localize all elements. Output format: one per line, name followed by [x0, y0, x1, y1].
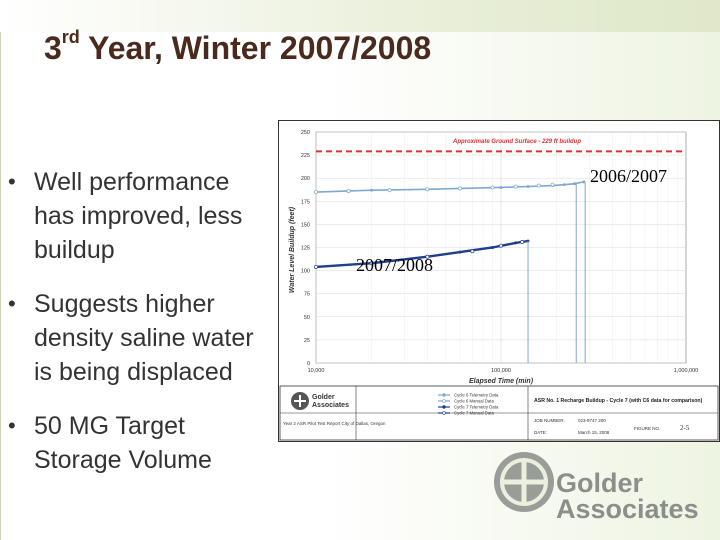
bullet-text: Well performance has improved, less buil…	[34, 168, 243, 264]
data-point	[520, 240, 525, 244]
legend-marker	[442, 393, 446, 397]
y-axis-label: Water Level Buildup (feet)	[289, 206, 296, 293]
chart-figure: 0 25 50 75 100 125 150 175 200 225 250 10,000 100,0…	[278, 120, 720, 442]
golder-logo-icon	[494, 452, 554, 512]
date-value: March 15, 2008	[578, 430, 610, 435]
data-point	[582, 180, 586, 184]
y-tick-label: 125	[301, 246, 310, 252]
data-point	[491, 246, 494, 249]
legend-entry: Cycle 6 Telemetry Data	[454, 393, 499, 398]
legend-marker	[442, 399, 446, 403]
y-tick-label: 0	[307, 361, 310, 367]
legend-entry: Cycle 7 Telemetry Data	[454, 405, 499, 410]
figure-number-value: 2-5	[680, 424, 690, 432]
series-label-2006-2007: 2006/2007	[590, 166, 667, 186]
title-block-logo-text: Golder	[312, 394, 335, 401]
data-point	[458, 250, 462, 254]
data-point	[562, 183, 566, 187]
y-tick-label: 200	[301, 176, 310, 182]
data-point	[387, 188, 392, 193]
job-number-value: 023-9747 200	[578, 418, 606, 423]
y-tick-label: 175	[301, 199, 310, 205]
y-tick-label: 150	[301, 222, 310, 228]
bullet-item: • Well performance has improved, less bui…	[8, 165, 270, 267]
data-point	[499, 185, 503, 189]
bullet-text: 50 MG Target Storage Volume	[34, 412, 212, 474]
slide-frame	[0, 32, 720, 540]
data-point	[314, 264, 318, 269]
x-tick-label: 1,000,000	[674, 368, 698, 374]
y-tick-label: 50	[304, 315, 310, 321]
bullet-dot-icon: •	[8, 169, 16, 194]
title-block-logo-text: Associates	[312, 402, 349, 409]
legend-entry: Cycle 6 Manual Data	[454, 399, 494, 404]
title-block-chart-title: ASR No. 1 Recharge Buildup - Cycle 7 (wi…	[534, 398, 703, 404]
bullet-dot-icon: •	[8, 413, 16, 438]
reference-line-annotation: Approximate Ground Surface - 229 ft buil…	[452, 139, 581, 145]
x-tick-labels: 10,000 100,000 1,000,000	[308, 368, 699, 374]
golder-associates-logo: Golder Associates	[494, 452, 699, 524]
bullet-list: • Well performance has improved, less bui…	[8, 165, 270, 497]
data-point	[550, 182, 555, 187]
legend-entry: Cycle 7 Manual Data	[454, 411, 494, 416]
title-suffix: Year, Winter 2007/2008	[79, 30, 432, 66]
data-point	[370, 188, 374, 192]
data-point	[314, 190, 318, 195]
y-tick-label: 250	[301, 130, 310, 136]
job-number-label: JOB NUMBER:	[534, 418, 565, 423]
y-tick-label: 100	[301, 269, 310, 275]
bullet-text: Suggests higher density saline water is …	[34, 290, 254, 386]
data-point	[425, 187, 430, 192]
x-axis-label: Elapsed Time (min)	[469, 378, 534, 385]
data-point	[573, 182, 577, 186]
golder-logo-small-icon	[291, 392, 309, 410]
data-point	[490, 185, 495, 190]
data-point	[470, 249, 475, 254]
title-block: Golder Associates Year 2 ASR Pilot Test …	[279, 385, 719, 441]
data-point	[513, 184, 518, 189]
data-point	[369, 261, 374, 266]
bullet-item: • 50 MG Target Storage Volume	[8, 409, 270, 477]
figure-number-label: FIGURE NO.	[634, 426, 660, 431]
y-tick-labels: 0 25 50 75 100 125 150 175 200 225 250	[301, 130, 310, 367]
y-tick-label: 225	[301, 153, 310, 159]
data-point	[458, 186, 462, 191]
chart-series	[314, 180, 586, 363]
slide-top-band	[0, 0, 720, 32]
bullet-dot-icon: •	[8, 291, 16, 316]
title-block-report-text: Year 2 ASR Pilot Test Report City of Dal…	[283, 421, 386, 426]
logo-text-line2: Associates	[556, 494, 699, 524]
slide-title: 3rd Year, Winter 2007/2008	[44, 27, 432, 67]
legend-marker	[442, 405, 446, 409]
date-label: DATE:	[534, 430, 547, 435]
data-point	[425, 254, 430, 259]
y-tick-label: 25	[304, 338, 310, 344]
data-point	[536, 183, 541, 188]
bullet-item: • Suggests higher density saline water is…	[8, 287, 270, 389]
x-tick-label: 10,000	[308, 368, 325, 374]
logo-text-line1: Golder	[556, 468, 644, 498]
y-tick-label: 75	[304, 292, 310, 298]
x-tick-label: 100,000	[491, 368, 511, 374]
data-point	[499, 243, 503, 248]
title-superscript: rd	[61, 27, 80, 48]
data-point	[346, 189, 351, 194]
data-point	[514, 241, 518, 245]
title-prefix: 3	[44, 30, 62, 66]
series-label-2007-2008: 2007/2008	[356, 255, 433, 275]
data-point	[526, 185, 530, 188]
legend-marker	[442, 411, 446, 415]
